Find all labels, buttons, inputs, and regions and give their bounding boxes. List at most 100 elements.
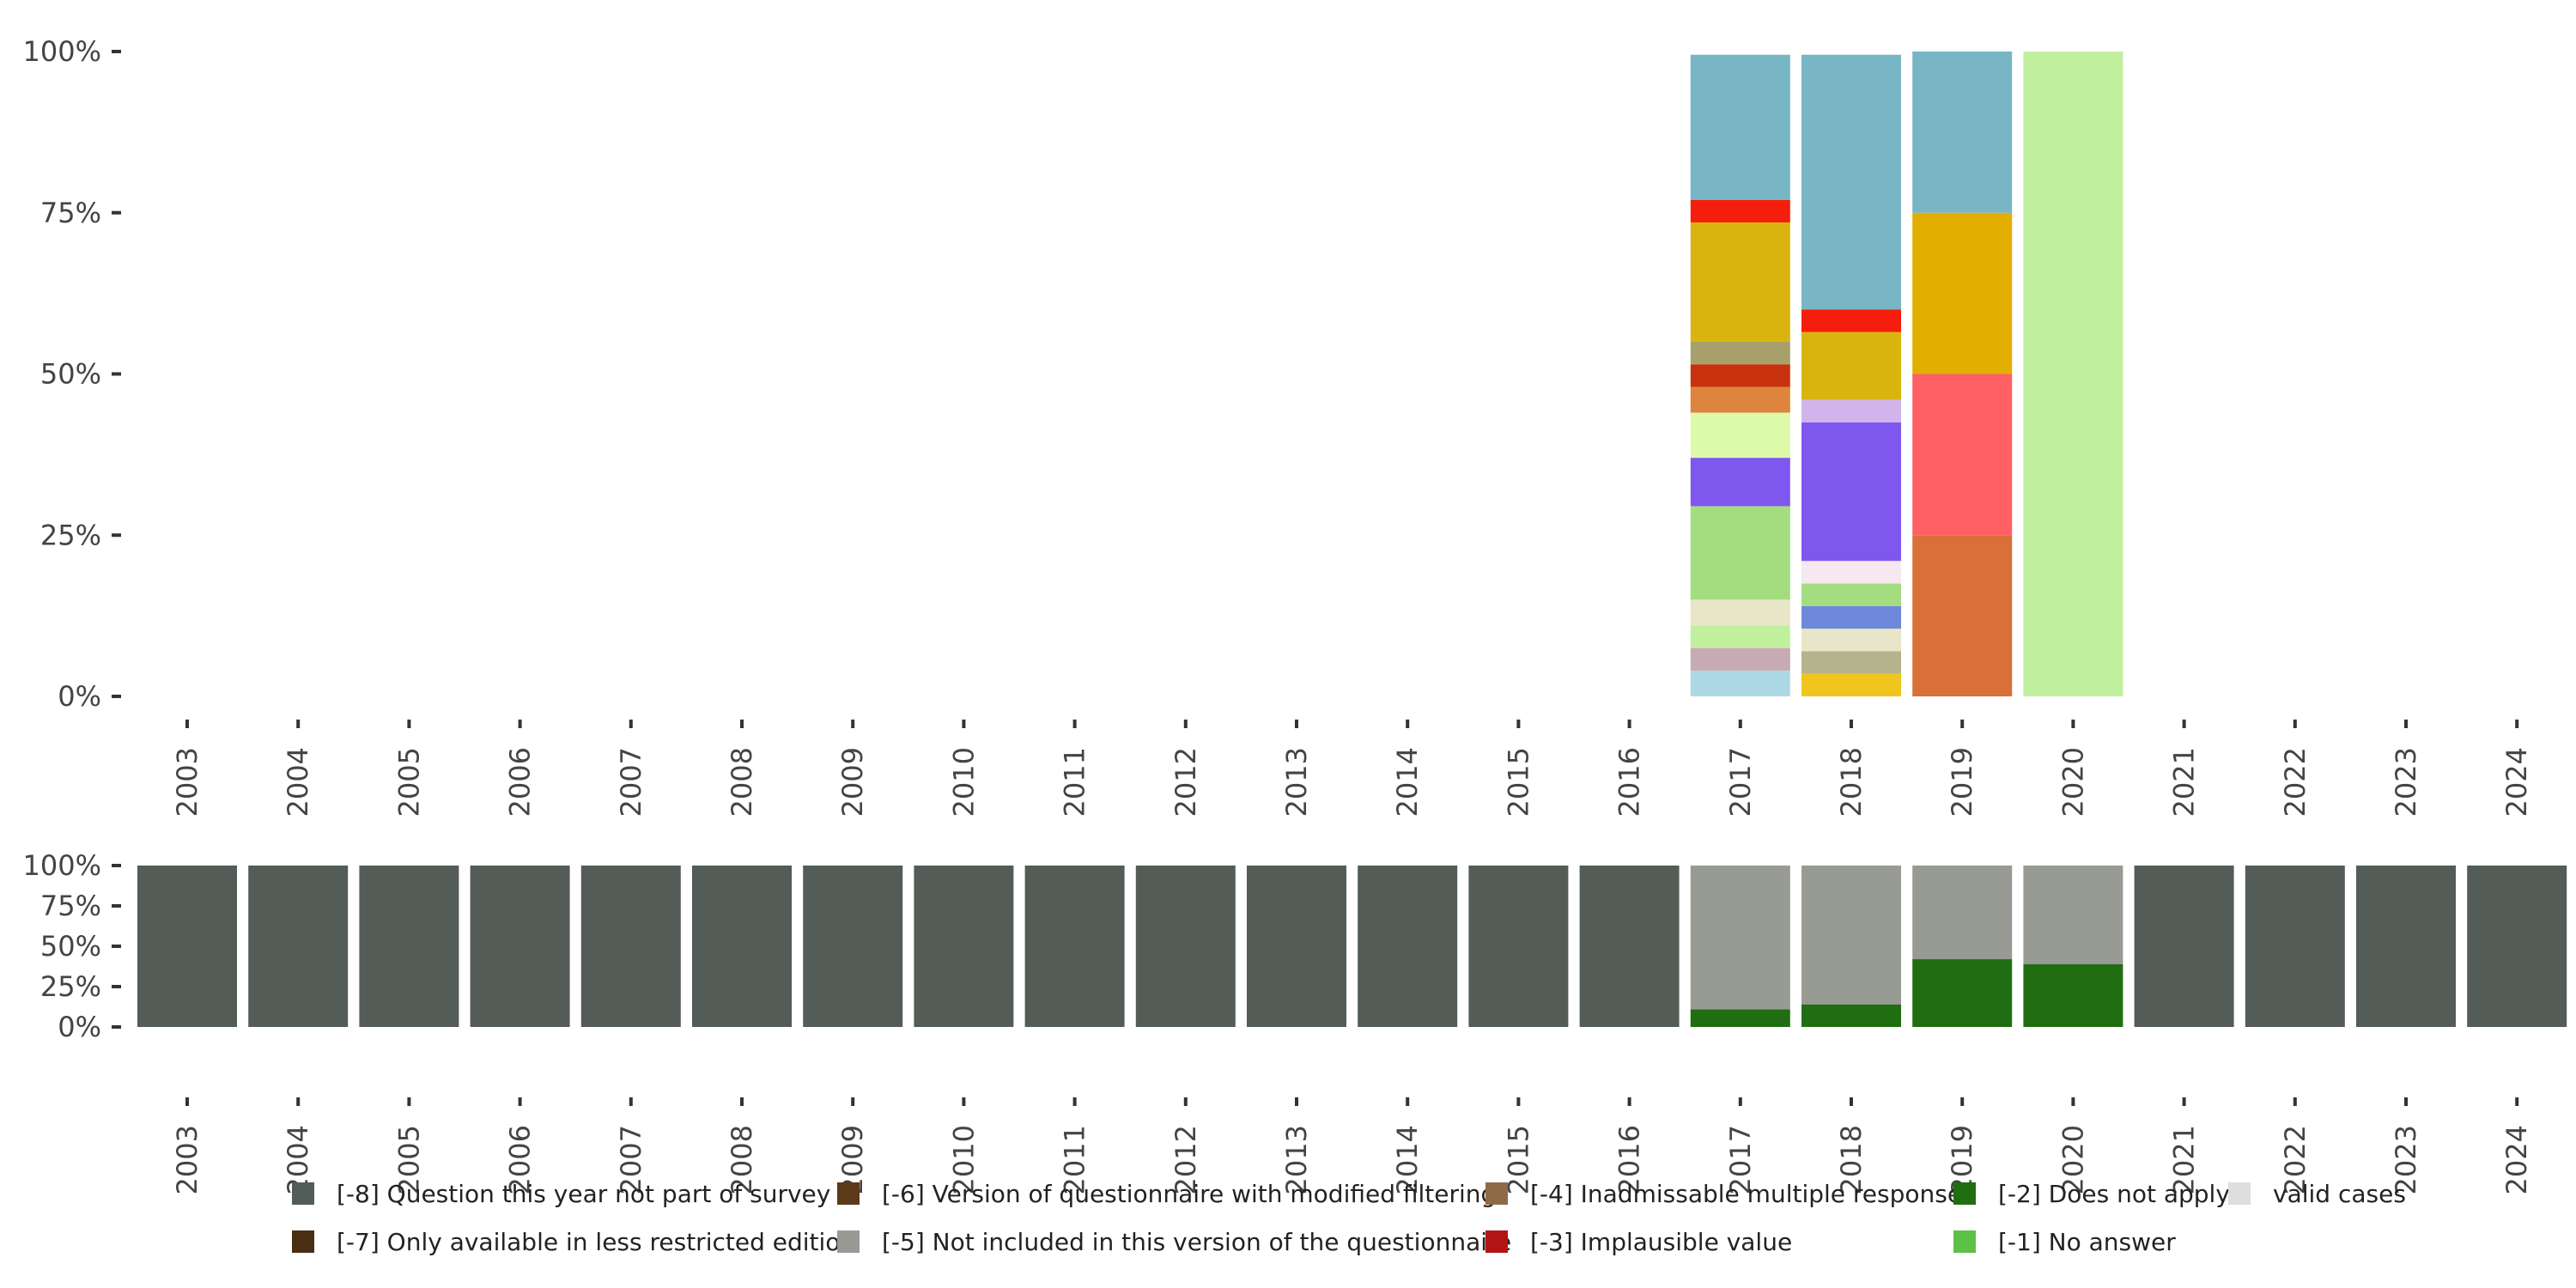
bottom-xtick-label: 2014 bbox=[1391, 1125, 1424, 1194]
top-bar-2017-segment-2 bbox=[1690, 625, 1790, 648]
legend-label-minus8: [-8] Question this year not part of surv… bbox=[337, 1179, 831, 1208]
legend-swatch-minus7 bbox=[292, 1230, 314, 1253]
top-xtick-label: 2011 bbox=[1059, 747, 1091, 817]
legend-swatch-minus1 bbox=[1953, 1230, 1976, 1253]
legend: [-8] Question this year not part of surv… bbox=[292, 1176, 2524, 1271]
top-bar-2018-segment-7 bbox=[1801, 399, 1901, 422]
top-bar-2018-segment-8 bbox=[1801, 331, 1901, 400]
legend-swatch-minus5 bbox=[837, 1230, 860, 1253]
bottom-bar-2016-series-0 bbox=[1579, 866, 1680, 1027]
top-bar-2018-segment-4 bbox=[1801, 583, 1901, 606]
bottom-bar-2023-series-0 bbox=[2356, 866, 2456, 1027]
legend-label-minus2: [-2] Does not apply bbox=[1998, 1179, 2230, 1208]
bottom-bar-2011-series-0 bbox=[1024, 866, 1125, 1027]
bottom-ytick-label: 75% bbox=[40, 890, 101, 922]
top-xtick-label: 2019 bbox=[1946, 747, 1978, 817]
top-xtick-label: 2021 bbox=[2168, 747, 2201, 817]
bottom-ytick-label: 0% bbox=[58, 1011, 101, 1043]
bottom-bar-2015-series-0 bbox=[1468, 866, 1569, 1027]
top-bar-2018-segment-3 bbox=[1801, 605, 1901, 629]
bottom-bar-2004-series-0 bbox=[248, 866, 349, 1027]
legend-label-minus6: [-6] Version of questionnaire with modif… bbox=[882, 1179, 1497, 1208]
legend-swatch-minus2 bbox=[1953, 1182, 1976, 1205]
bottom-xtick-label: 2007 bbox=[615, 1125, 647, 1194]
top-xtick-label: 2007 bbox=[615, 747, 647, 817]
bottom-xtick-label: 2012 bbox=[1170, 1125, 1202, 1194]
top-bar-2019-segment-2 bbox=[1912, 212, 2013, 374]
bottom-xtick-label: 2023 bbox=[2390, 1125, 2422, 1194]
top-xtick-label: 2016 bbox=[1613, 747, 1646, 817]
legend-label-minus3: [-3] Implausible value bbox=[1530, 1227, 1793, 1256]
bottom-ytick-label: 50% bbox=[40, 930, 101, 963]
top-xtick-label: 2006 bbox=[504, 747, 537, 817]
bottom-xtick-label: 2003 bbox=[171, 1125, 204, 1194]
bottom-bar-2007-series-0 bbox=[580, 866, 681, 1027]
bottom-bar-2022-series-0 bbox=[2245, 866, 2345, 1027]
legend-item-minus1: [-1] No answer bbox=[1953, 1224, 2176, 1259]
legend-item-minus2: [-2] Does not apply bbox=[1953, 1176, 2230, 1211]
legend-item-minus5: [-5] Not included in this version of the… bbox=[837, 1224, 1511, 1259]
bottom-ytick-label: 100% bbox=[23, 849, 101, 882]
bottom-bar-2014-series-0 bbox=[1358, 866, 1458, 1027]
top-xtick-label: 2010 bbox=[947, 747, 980, 817]
bottom-bar-2005-series-0 bbox=[359, 866, 459, 1027]
bottom-bar-2017-series-2 bbox=[1690, 866, 1790, 1010]
legend-label-valid: valid cases bbox=[2273, 1179, 2406, 1208]
bottom-xtick-label: 2008 bbox=[726, 1125, 758, 1194]
top-bar-2017-segment-11 bbox=[1690, 199, 1790, 223]
top-bar-2018-segment-5 bbox=[1801, 561, 1901, 584]
top-bar-2017-segment-9 bbox=[1690, 341, 1790, 365]
top-bar-2017-segment-0 bbox=[1690, 670, 1790, 696]
top-bar-2020-segment-0 bbox=[2023, 52, 2123, 696]
top-bar-2017-segment-12 bbox=[1690, 54, 1790, 200]
bottom-bar-2009-series-0 bbox=[803, 866, 903, 1027]
top-xtick-label: 2004 bbox=[282, 747, 314, 817]
top-bar-2018-segment-1 bbox=[1801, 651, 1901, 674]
bottom-xtick-label: 2006 bbox=[504, 1125, 537, 1194]
legend-item-minus4: [-4] Inadmissable multiple response bbox=[1485, 1176, 1962, 1211]
legend-swatch-minus3 bbox=[1485, 1230, 1508, 1253]
top-ytick-label: 0% bbox=[58, 680, 101, 713]
top-xtick-label: 2005 bbox=[392, 747, 425, 817]
bottom-bar-2008-series-0 bbox=[692, 866, 792, 1027]
top-xtick-label: 2003 bbox=[171, 747, 204, 817]
legend-item-minus8: [-8] Question this year not part of surv… bbox=[292, 1176, 830, 1211]
top-xtick-label: 2017 bbox=[1724, 747, 1757, 817]
top-bar-2018-segment-2 bbox=[1801, 629, 1901, 652]
legend-item-valid: valid cases bbox=[2228, 1176, 2406, 1211]
bottom-bar-2006-series-0 bbox=[470, 866, 570, 1027]
top-ytick-label: 75% bbox=[40, 197, 101, 229]
bottom-bar-2024-series-0 bbox=[2467, 866, 2567, 1027]
legend-swatch-minus8 bbox=[292, 1182, 314, 1205]
top-xtick-label: 2023 bbox=[2390, 747, 2422, 817]
bottom-xtick-label: 2017 bbox=[1724, 1125, 1757, 1194]
top-ytick-label: 25% bbox=[40, 519, 101, 551]
top-bar-2017-segment-10 bbox=[1690, 222, 1790, 342]
bottom-bar-2013-series-0 bbox=[1247, 866, 1346, 1027]
bottom-xtick-label: 2005 bbox=[392, 1125, 425, 1194]
top-xtick-label: 2014 bbox=[1391, 747, 1424, 817]
bottom-bar-2003-series-0 bbox=[137, 866, 237, 1027]
top-bar-2019-segment-0 bbox=[1912, 535, 2013, 696]
bottom-xtick-label: 2021 bbox=[2168, 1125, 2201, 1194]
top-bar-2017-segment-4 bbox=[1690, 506, 1790, 600]
bottom-xtick-label: 2022 bbox=[2279, 1125, 2312, 1194]
bottom-bar-2019-series-2 bbox=[1912, 866, 2013, 960]
top-bar-2017-segment-5 bbox=[1690, 458, 1790, 507]
bottom-xtick-label: 2010 bbox=[947, 1125, 980, 1194]
legend-item-minus7: [-7] Only available in less restricted e… bbox=[292, 1224, 855, 1259]
bottom-bar-2012-series-0 bbox=[1135, 866, 1236, 1027]
legend-swatch-valid bbox=[2228, 1182, 2251, 1205]
bottom-xtick-label: 2013 bbox=[1280, 1125, 1313, 1194]
bottom-xtick-label: 2020 bbox=[2057, 1125, 2089, 1194]
top-xtick-label: 2009 bbox=[836, 747, 869, 817]
top-bar-2017-segment-6 bbox=[1690, 412, 1790, 459]
top-bar-2017-segment-1 bbox=[1690, 647, 1790, 671]
top-bar-2017-segment-8 bbox=[1690, 364, 1790, 387]
top-bar-2018-segment-9 bbox=[1801, 309, 1901, 332]
top-xtick-label: 2012 bbox=[1170, 747, 1202, 817]
legend-label-minus4: [-4] Inadmissable multiple response bbox=[1530, 1179, 1963, 1208]
bottom-bar-2019-series-1 bbox=[1912, 959, 2013, 1027]
top-bar-2019-segment-1 bbox=[1912, 374, 2013, 536]
